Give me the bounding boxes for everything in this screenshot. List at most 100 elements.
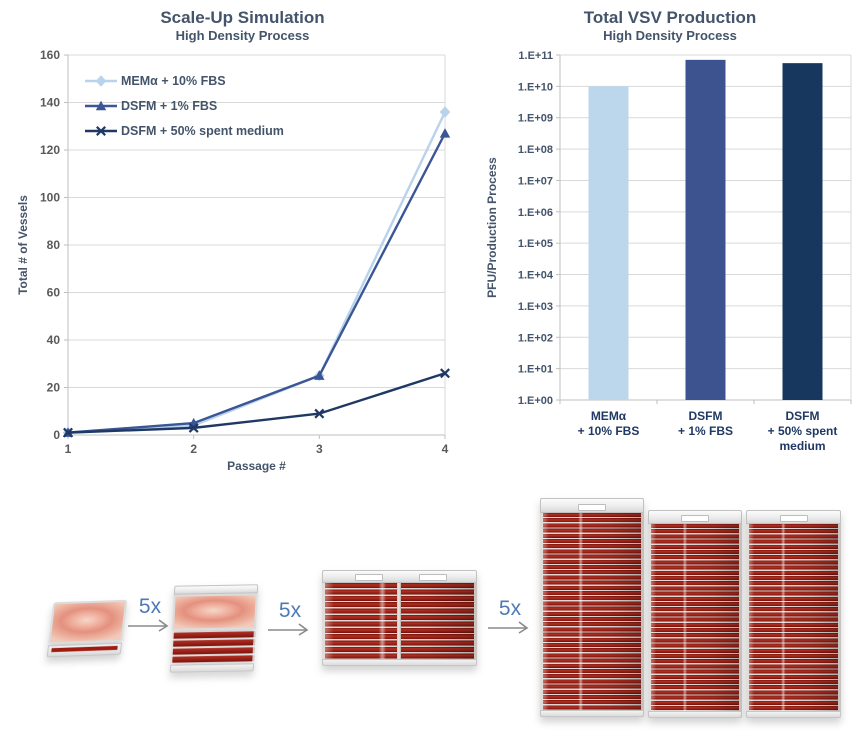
diamond-marker [95,75,107,87]
tower-label-chip [779,515,808,522]
tray-medium-stripe [51,645,118,653]
stack-lid [322,570,477,583]
y-axis-title: PFU/Production Process [485,157,499,298]
tray-top-face [48,599,128,645]
category-label: medium [779,439,825,453]
vsv-chart-subtitle: High Density Process [603,28,737,43]
category-label: MEMα [591,409,627,423]
scale-up-chart-title: Scale-Up Simulation [160,8,325,27]
y-tick-label: 1.E+06 [518,207,553,219]
scale-step-3: 5x [486,598,534,634]
bar [685,59,726,401]
y-axis-title: Total # of Vessels [16,195,30,295]
tray-base [46,642,123,658]
vessel-single-tray [46,599,128,658]
stack-label-chip [354,574,383,581]
category-label: + 1% FBS [678,424,733,438]
tower-lid [540,498,644,513]
tower-base [648,711,742,718]
y-tick-label: 1.E+02 [518,332,553,344]
stack-layer [170,647,255,655]
y-tick-label: 1.E+11 [518,50,553,62]
y-tick-label: 60 [47,286,61,300]
stack-top-face [171,593,258,631]
tower-label-chip [681,515,709,522]
y-tick-label: 1.E+03 [518,301,553,313]
vsv-chart-title: Total VSV Production [583,8,757,27]
legend-label: DSFM + 50% spent medium [121,124,284,138]
category-label: DSFM [786,409,820,423]
bar [782,63,823,401]
y-tick-label: 80 [47,238,61,252]
tower-lid [746,510,841,524]
stack-base [322,659,477,666]
vsv-bar-chart: 1.E+00 1.E+01 1.E+02 1.E+03 1.E+04 1.E+05 1.E+… [485,50,852,453]
y-tick-label: 20 [47,381,61,395]
arrow-right-icon [128,619,169,632]
y-tick-label: 120 [40,143,60,157]
vessel-5-layer-stack [169,584,259,673]
y-tick-label: 40 [47,333,61,347]
scale-step-1: 5x [126,596,174,632]
triangle-marker [95,100,107,111]
x-marker [96,126,106,136]
triangle-marker [314,370,325,380]
stack-layer [171,639,256,647]
y-tick-label: 1.E+00 [518,395,553,407]
y-tick-label: 100 [40,191,60,205]
series-line [67,132,447,434]
legend-label: DSFM + 1% FBS [121,99,217,113]
bar [588,86,629,400]
diamond-marker [439,106,451,118]
y-tick-label: 1.E+07 [518,175,553,187]
tower-base [540,710,644,717]
stack-lid [173,584,259,595]
x-marker [188,422,199,433]
vessel-40-layer-tower-3 [746,510,841,718]
x-axis-title: Passage # [227,459,286,473]
stack-layer [171,631,256,639]
tower-lid [648,510,742,524]
stack-label-chip [419,574,448,581]
stack-layers [322,583,477,659]
vsv-chart-panel: Total VSV Production High Density Proces… [480,8,860,480]
scale-factor-label: 5x [278,599,302,622]
x-marker [314,408,325,419]
category-label: DSFM [689,409,723,423]
y-tick-label: 140 [40,96,60,110]
scale-factor-label: 5x [138,595,162,618]
x-marker [440,368,450,379]
tower-base [746,711,841,718]
vessel-40-layer-tower-2 [648,510,742,718]
scale-step-2: 5x [266,600,314,636]
x-tick-label: 4 [442,442,449,456]
y-tick-label: 0 [53,428,60,442]
series-line [67,372,446,434]
tower-label-chip [578,504,606,511]
y-tick-label: 1.E+08 [518,144,553,156]
scale-up-line-chart: 0 20 40 60 80 100 120 140 160 1 2 3 4 Passage # Total … [16,48,451,473]
tower-layers [648,524,742,711]
vessel-12-layer-double-stack [322,570,477,666]
scale-factor-label: 5x [498,597,522,620]
scale-up-chart-panel: Scale-Up Simulation High Density Process… [15,8,470,480]
x-tick-label: 3 [316,442,323,456]
category-label: + 50% spent [768,424,838,438]
arrow-right-icon [268,623,309,636]
stack-layer [170,655,255,663]
scale-up-chart-subtitle: High Density Process [175,28,310,43]
legend-label: MEMα + 10% FBS [121,74,226,88]
stack-middle-frame [397,583,401,659]
stack-base [169,663,255,673]
y-tick-label: 1.E+05 [518,238,553,250]
category-label: + 10% FBS [578,424,640,438]
x-tick-label: 2 [190,442,197,456]
arrow-right-icon [488,621,529,634]
tower-layers [746,524,841,711]
y-tick-label: 1.E+10 [518,81,553,93]
triangle-marker [439,128,451,138]
tower-layers [540,513,644,710]
y-tick-label: 160 [40,48,60,62]
y-tick-label: 1.E+09 [518,113,553,125]
